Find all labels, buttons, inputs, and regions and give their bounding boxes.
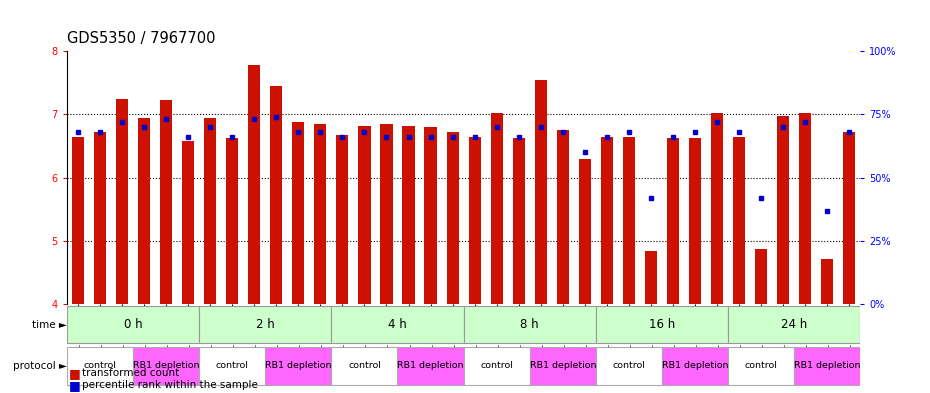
Bar xyxy=(463,347,530,386)
Text: control: control xyxy=(348,362,381,371)
Text: control: control xyxy=(745,362,777,371)
Text: 4 h: 4 h xyxy=(388,318,406,331)
Bar xyxy=(711,113,724,304)
Bar xyxy=(67,306,199,343)
Bar xyxy=(601,137,613,304)
Text: transformed count: transformed count xyxy=(82,368,179,378)
Bar xyxy=(160,101,172,304)
Bar xyxy=(182,141,194,304)
Bar xyxy=(314,124,326,304)
Bar xyxy=(469,137,481,304)
Text: RB1 depletion: RB1 depletion xyxy=(794,362,860,371)
Text: protocol ►: protocol ► xyxy=(13,361,67,371)
Text: RB1 depletion: RB1 depletion xyxy=(133,362,199,371)
Text: GDS5350 / 7967700: GDS5350 / 7967700 xyxy=(67,31,216,46)
Text: 8 h: 8 h xyxy=(521,318,539,331)
Text: 0 h: 0 h xyxy=(124,318,142,331)
Text: 16 h: 16 h xyxy=(649,318,675,331)
Bar xyxy=(133,347,199,386)
Text: ■: ■ xyxy=(69,378,81,392)
Text: 24 h: 24 h xyxy=(781,318,807,331)
Bar xyxy=(463,306,596,343)
Bar xyxy=(358,126,370,304)
Bar xyxy=(596,347,662,386)
Text: control: control xyxy=(216,362,248,371)
Bar xyxy=(578,159,591,304)
Bar xyxy=(596,306,728,343)
Bar xyxy=(380,124,392,304)
Bar xyxy=(331,347,397,386)
Text: RB1 depletion: RB1 depletion xyxy=(662,362,728,371)
Bar xyxy=(331,306,463,343)
Bar xyxy=(644,251,657,304)
Text: RB1 depletion: RB1 depletion xyxy=(265,362,332,371)
Bar xyxy=(733,137,745,304)
Bar xyxy=(72,137,84,304)
Bar xyxy=(204,118,217,304)
Bar xyxy=(446,132,458,304)
Bar xyxy=(728,306,860,343)
Text: RB1 depletion: RB1 depletion xyxy=(529,362,596,371)
Bar xyxy=(623,137,635,304)
Bar xyxy=(755,249,767,304)
Bar xyxy=(728,347,794,386)
Text: control: control xyxy=(480,362,513,371)
Bar xyxy=(138,118,150,304)
Bar xyxy=(226,138,238,304)
Bar xyxy=(271,86,283,304)
Bar xyxy=(844,132,856,304)
Bar xyxy=(799,113,811,304)
Text: 2 h: 2 h xyxy=(256,318,274,331)
Bar xyxy=(535,80,547,304)
Bar xyxy=(292,122,304,304)
Bar xyxy=(116,99,128,304)
Bar xyxy=(491,113,503,304)
Text: RB1 depletion: RB1 depletion xyxy=(397,362,464,371)
Bar xyxy=(403,126,415,304)
Text: control: control xyxy=(613,362,645,371)
Text: control: control xyxy=(84,362,116,371)
Bar xyxy=(337,135,349,304)
Bar xyxy=(794,347,860,386)
Text: time ►: time ► xyxy=(32,320,67,330)
Bar xyxy=(248,65,260,304)
Bar xyxy=(777,116,790,304)
Bar xyxy=(512,138,525,304)
Bar xyxy=(265,347,331,386)
Bar xyxy=(662,347,728,386)
Text: percentile rank within the sample: percentile rank within the sample xyxy=(82,380,258,390)
Bar xyxy=(557,130,569,304)
Bar xyxy=(667,138,679,304)
Bar xyxy=(199,306,331,343)
Bar xyxy=(424,127,436,304)
Bar xyxy=(689,138,701,304)
Bar xyxy=(94,132,106,304)
Bar xyxy=(821,259,833,304)
Text: ■: ■ xyxy=(69,367,81,380)
Bar xyxy=(530,347,596,386)
Bar xyxy=(67,347,133,386)
Bar xyxy=(397,347,463,386)
Bar xyxy=(199,347,265,386)
